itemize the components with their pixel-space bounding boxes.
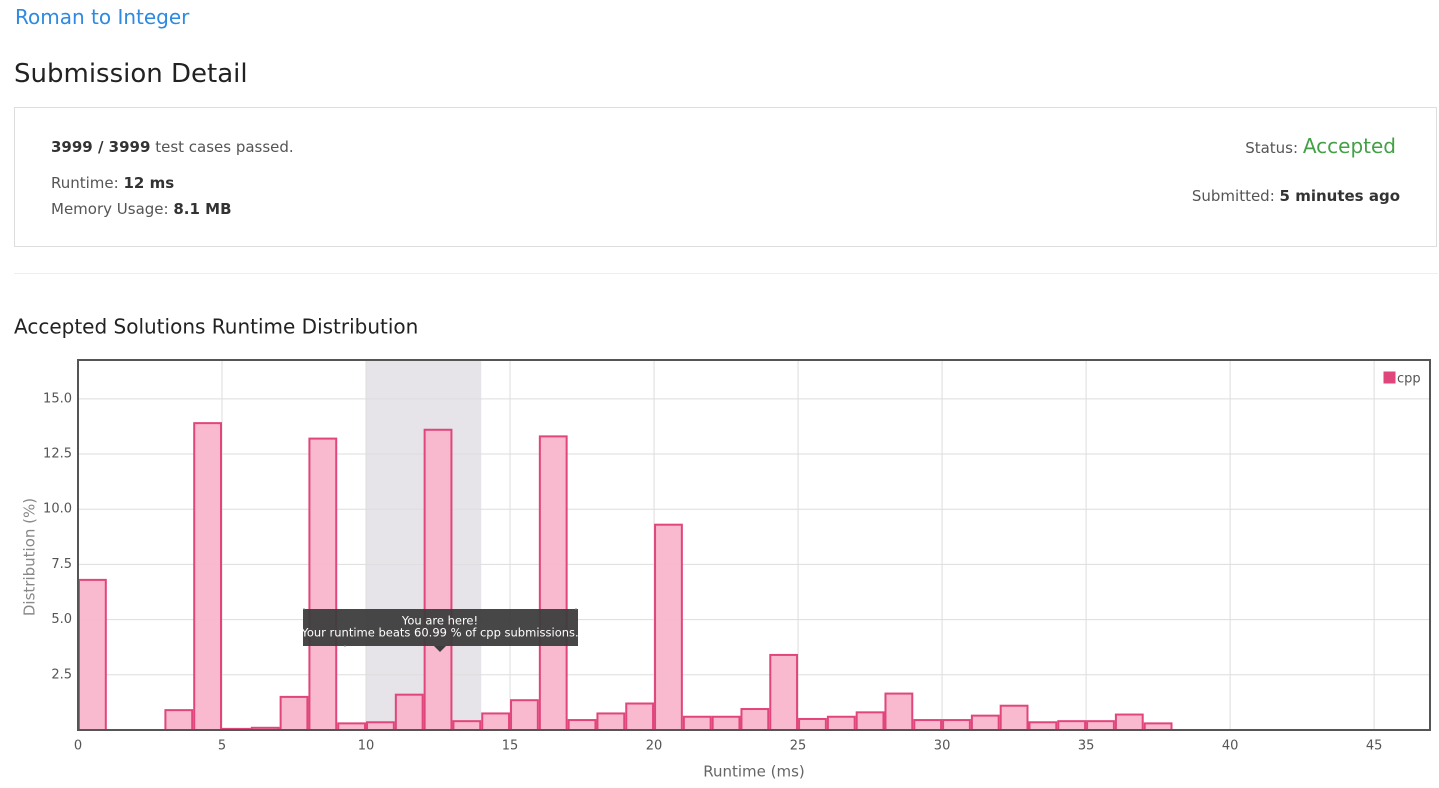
divider [14,273,1438,274]
chart: Accepted Solutions Runtime Distribution … [14,315,1431,781]
histogram-bar [423,428,453,732]
x-tick-label: 0 [74,739,82,754]
runtime-value: 12 ms [123,174,175,192]
y-tick-label: 15.0 [43,391,72,406]
histogram-bar [625,702,655,732]
histogram-bar [538,435,568,731]
runtime-label: Runtime: [51,174,119,192]
x-tick-label: 35 [1078,739,1095,754]
y-tick-label: 5.0 [51,612,72,627]
histogram-bar [308,437,338,731]
histogram-bar [1086,720,1115,732]
x-tick-label: 40 [1222,739,1239,754]
x-tick-label: 15 [502,739,519,754]
histogram-bar [1057,720,1087,732]
legend-label: cpp [1397,372,1421,387]
histogram-bar [999,704,1029,732]
tooltip-text: You are here! [401,614,478,628]
histogram-bar [798,717,827,732]
histogram-bar [394,693,424,731]
histogram-bar [769,653,799,732]
x-tick-label: 30 [934,739,951,754]
histogram-bar [510,699,539,732]
tooltip-arrow [434,646,446,652]
histogram-bar [481,712,511,731]
status-label: Status: [1245,139,1299,157]
detail-box [14,107,1437,247]
histogram-bar [78,578,107,732]
histogram-bar [1114,713,1144,731]
histogram-bar [682,715,712,732]
status-line: Status: Accepted [1245,134,1396,158]
histogram-bar [596,712,626,731]
submitted-label: Submitted: [1191,187,1275,205]
histogram-bar [711,715,741,732]
histogram-bar [1028,721,1058,731]
x-axis-label: Runtime (ms) [703,763,805,781]
problem-link[interactable]: Roman to Integer [15,5,190,29]
histogram-bar [654,523,683,731]
memory-line: Memory Usage: 8.1 MB [51,200,232,218]
tests-passed: 3999 / 3999 [51,138,151,156]
x-tick-label: 25 [790,739,807,754]
submitted-line: Submitted: 5 minutes ago [1192,187,1400,205]
x-tick-label: 5 [218,739,226,754]
histogram-bar [826,715,856,732]
histogram-bar [366,721,395,731]
histogram-bar [452,720,482,732]
x-tick-label: 45 [1366,739,1383,754]
y-tick-label: 12.5 [43,447,72,462]
histogram-bar [740,708,770,731]
histogram-bar [855,711,885,731]
x-tick-label: 10 [358,739,375,754]
tests-line: 3999 / 3999 test cases passed. [51,138,294,156]
y-axis-label: Distribution (%) [21,498,39,616]
memory-value: 8.1 MB [173,200,232,218]
submitted-value: 5 minutes ago [1279,187,1400,205]
y-tick-label: 10.0 [43,502,72,517]
tooltip: You are here!Your runtime beats 60.99 % … [300,608,579,652]
tests-text: test cases passed. [155,138,294,156]
histogram-bar [970,714,1000,732]
y-tick-label: 2.5 [51,667,72,682]
y-tick-label: 7.5 [51,557,72,572]
x-tick-label: 20 [646,739,663,754]
status-value: Accepted [1302,134,1396,158]
memory-label: Memory Usage: [51,200,169,218]
tooltip-box [302,608,579,647]
runtime-line: Runtime: 12 ms [51,174,174,192]
tooltip-text: Your runtime beats 60.99 % of cpp submis… [300,626,578,640]
histogram-bar [193,422,223,731]
histogram-bar [164,709,194,731]
histogram-bar [913,719,943,732]
histogram-bar [279,695,309,731]
legend-swatch [1382,370,1397,385]
histogram-bar [942,719,971,732]
chart-title: Accepted Solutions Runtime Distribution [14,315,418,339]
histogram-bar [884,692,914,731]
page-heading: Submission Detail [14,59,248,89]
plot-frame [77,359,1431,731]
histogram-bar [567,719,597,732]
